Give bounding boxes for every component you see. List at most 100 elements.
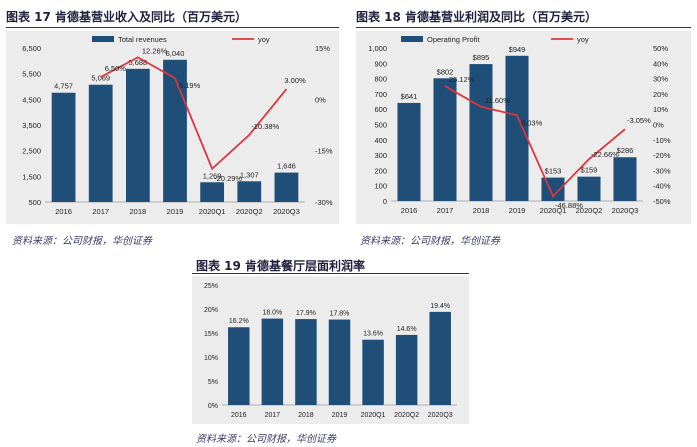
chart18-bar-2016 [397,102,421,201]
chart18-bar-value-label: $286 [617,146,634,155]
chart17-source: 资料来源：公司财报，华创证券 [12,236,152,247]
chart18-y2-tick-label: -30% [653,166,671,175]
chart17-title-rule [6,27,339,28]
chart17-yoy-label: -20.29% [214,174,242,183]
chart17-x-tick-label: 2017 [92,207,109,216]
chart17-bar-value-label: 5,688 [128,58,147,67]
chart18-y-tick-label: 700 [374,90,387,99]
chart18-legend-line-label: yoy [577,35,589,44]
chart17-yoy-label: -10.38% [251,122,279,131]
chart18-x-tick-label: 2020Q3 [612,206,639,215]
chart18-bar-2020Q2 [577,176,601,201]
chart17-x-tick-label: 2016 [55,207,72,216]
chart17-yoy-label: 6.50% [105,64,127,73]
chart18-y-tick-label: 100 [374,182,387,191]
chart17-y-tick-label: 5,500 [22,70,41,79]
chart19-x-tick-label: 2016 [231,412,247,419]
chart17-bar-value-label: 4,757 [54,82,73,91]
chart17-legend-line-label: yoy [258,35,270,44]
chart17-yoy-label: 12.26% [142,46,168,55]
chart19-bar-2020Q3 [429,311,451,405]
chart17-x-tick-label: 2020Q2 [236,207,263,216]
chart18-yoy-line [444,85,626,198]
chart18-y-tick-label: 600 [374,105,387,114]
chart19-bar-value-label: 14.6% [397,326,417,333]
chart18-y2-tick-label: 50% [653,44,668,53]
chart18-x-tick-label: 2020Q1 [540,206,567,215]
chart18-yoy-label: 25.12% [449,75,475,84]
chart18-y2-tick-label: 10% [653,105,668,114]
chart18-yoy-label: -22.66% [591,150,619,159]
chart19-x-tick-label: 2020Q2 [394,412,419,419]
chart18-title-rule [356,27,691,28]
chart18-y-tick-label: 500 [374,121,387,130]
chart17-bar-2018 [125,68,150,202]
chart19-title: 图表 19 肯德基餐厅层面利润率 [196,259,366,273]
chart19-bar-value-label: 19.4% [430,303,450,310]
chart17-y2-tick-label: 0% [315,95,326,104]
chart19-bar-value-label: 17.8% [330,311,350,318]
chart19-x-tick-label: 2020Q1 [361,412,386,419]
chart19-y-tick-label: 15% [204,331,218,338]
chart19-x-tick-label: 2018 [298,412,314,419]
chart17-yoy-label: 6.19% [179,81,201,90]
chart18-x-tick-label: 2016 [401,206,418,215]
chart17-y-tick-label: 3,500 [22,121,41,130]
chart19-bar-value-label: 16.2% [229,318,249,325]
chart17-bar-2020Q2 [237,181,262,202]
chart17-bar-2020Q1 [200,182,225,202]
chart17-y-tick-label: 4,500 [22,95,41,104]
chart17-x-tick-label: 2020Q1 [199,207,226,216]
chart18-bar-value-label: $641 [401,92,418,101]
chart17-y2-tick-label: -30% [315,198,333,207]
chart19-bar-value-label: 13.6% [363,331,383,338]
chart18-y2-tick-label: 30% [653,75,668,84]
chart19-bar-2020Q1 [362,339,384,405]
chart19-bar-value-label: 18.0% [262,310,282,317]
chart18-y2-tick-label: 40% [653,59,668,68]
chart17-x-tick-label: 2020Q3 [273,207,300,216]
chart18-bar-value-label: $802 [437,67,454,76]
chart18-y-tick-label: 0 [383,197,387,206]
chart19-title-rule [192,273,469,274]
chart18-bar-value-label: $949 [509,45,526,54]
chart18-y-tick-label: 800 [374,75,387,84]
chart17-bar-2019 [163,59,187,202]
chart17-bar-value-label: 1,307 [240,170,259,179]
chart19-bar-value-label: 17.9% [296,310,316,317]
chart19-y-tick-label: 10% [204,355,218,362]
chart17-title: 图表 17 肯德基营业收入及同比（百万美元） [6,10,248,24]
chart17-bar-value-label: 5,069 [91,74,110,83]
chart19-bar-2016 [228,327,250,405]
chart18-yoy-label: -3.05% [627,116,651,125]
chart18-bar-value-label: $153 [545,167,562,176]
chart19-bar-2018 [295,319,317,405]
chart19-y-tick-label: 0% [208,403,218,410]
chart19-y-tick-label: 25% [204,283,218,290]
chart18-y-tick-label: 900 [374,59,387,68]
chart17-y-tick-label: 1,500 [22,172,41,181]
chart18-y-tick-label: 300 [374,151,387,160]
chart19-bar-2020Q2 [395,334,418,405]
chart17-bar-value-label: 6,040 [166,49,185,58]
chart18-x-tick-label: 2019 [509,206,526,215]
chart18-bar-value-label: $159 [581,166,598,175]
chart17-yoy-line [100,56,288,171]
chart19-bar-2017 [261,318,284,405]
chart17-y2-tick-label: -15% [315,147,333,156]
chart18-y-tick-label: 200 [374,166,387,175]
chart18-y-tick-label: 1,000 [368,44,387,53]
chart17-y-tick-label: 500 [28,198,41,207]
chart18-y2-tick-label: -40% [653,182,671,191]
chart18-y2-tick-label: -20% [653,151,671,160]
chart17-legend-bar-label: Total revenues [118,35,167,44]
chart18-y-tick-label: 400 [374,136,387,145]
chart18-y2-tick-label: -50% [653,197,671,206]
chart17-y2-tick-label: 15% [315,44,330,53]
chart18-bar-2020Q3 [613,157,637,201]
chart18-source: 资料来源：公司财报，华创证券 [360,236,500,247]
chart17-bar-value-label: 1,269 [203,171,222,180]
